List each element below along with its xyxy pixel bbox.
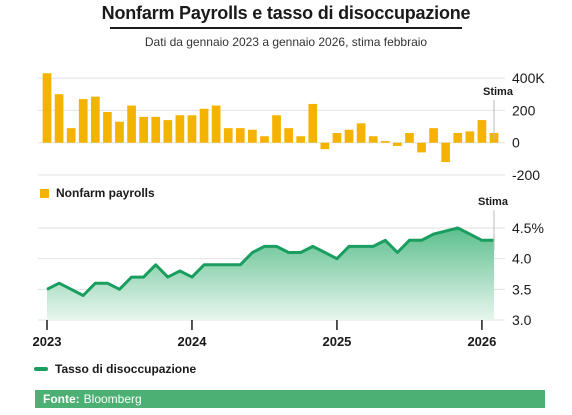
legend-swatch-unemployment [34,367,48,371]
bar-estimate-label: Stima [483,86,514,98]
payroll-bar [211,105,221,143]
rate-y-tick: 3.0 [512,312,532,328]
unemployment-area [47,228,494,320]
source-name: Bloomberg [83,392,142,406]
payroll-bar [417,142,426,153]
unemployment-panel: 4.5% 4.0 3.5 3.0 Stima [38,196,544,328]
payroll-bar [139,116,148,143]
x-axis: 2023 2024 2025 2026 [33,320,496,349]
x-tick-label: 2023 [33,334,62,349]
payroll-bar [78,99,88,143]
legend-unemployment: Tasso di disoccupazione [34,362,196,376]
payroll-bar [163,120,173,143]
legend-swatch-payrolls [40,188,49,198]
payroll-bar [477,120,487,143]
payroll-bar [393,142,402,146]
x-tick-label: 2026 [467,334,496,349]
payroll-bar [90,96,100,143]
rate-y-tick: 4.5% [512,220,544,236]
x-tick-label: 2025 [322,334,351,349]
payroll-bar [103,112,112,143]
chart-subtitle: Dati da gennaio 2023 a gennaio 2026, sti… [144,35,428,49]
payroll-bar [368,136,378,143]
bar-y-tick: 200 [512,102,536,118]
title-underline [110,27,462,29]
payroll-bar [66,128,76,143]
payrolls-panel: 400K 200 0 -200 Stima [38,70,545,183]
payroll-bar [320,142,330,150]
source-footer: Fonte: Bloomberg [35,390,545,408]
bar-y-tick: 0 [512,135,520,151]
payroll-bar [223,128,233,143]
rate-y-tick: 3.5 [512,281,532,297]
unemployment-line [46,226,494,297]
payroll-bar [272,115,281,143]
payroll-bar [405,133,414,143]
payroll-bar [42,73,52,143]
payroll-bar [127,105,136,143]
payroll-bar [260,136,269,143]
payroll-bar [248,129,257,143]
rate-estimate-label: Stima [478,196,509,208]
payroll-bar [356,123,366,143]
payroll-bar [308,103,318,143]
payroll-bar [235,128,245,143]
payroll-bar [344,129,354,143]
payroll-bar [465,131,475,143]
payroll-bar [332,133,342,143]
legend-label-unemployment: Tasso di disoccupazione [55,362,197,376]
x-tick-label: 2024 [178,334,208,349]
bar-y-tick: 400K [512,70,545,86]
bar-y-tick: -200 [512,167,540,183]
payroll-bar [151,116,161,143]
payroll-bar [175,115,185,143]
payroll-bar [54,94,64,143]
source-label: Fonte: [43,392,80,406]
legend-payrolls: Nonfarm payrolls [40,186,155,200]
payroll-bar [284,128,293,143]
rate-y-tick: 4.0 [512,251,532,267]
payroll-bar [199,108,209,143]
legend-label-payrolls: Nonfarm payrolls [56,186,155,200]
payroll-bar [429,128,438,143]
payroll-bar [441,142,451,163]
chart-title: Nonfarm Payrolls e tasso di disoccupazio… [101,3,471,23]
payroll-bar [115,121,124,143]
payroll-bar [453,133,463,143]
payroll-bar [187,115,197,143]
payroll-bar [380,141,390,143]
payroll-bar [296,136,306,143]
